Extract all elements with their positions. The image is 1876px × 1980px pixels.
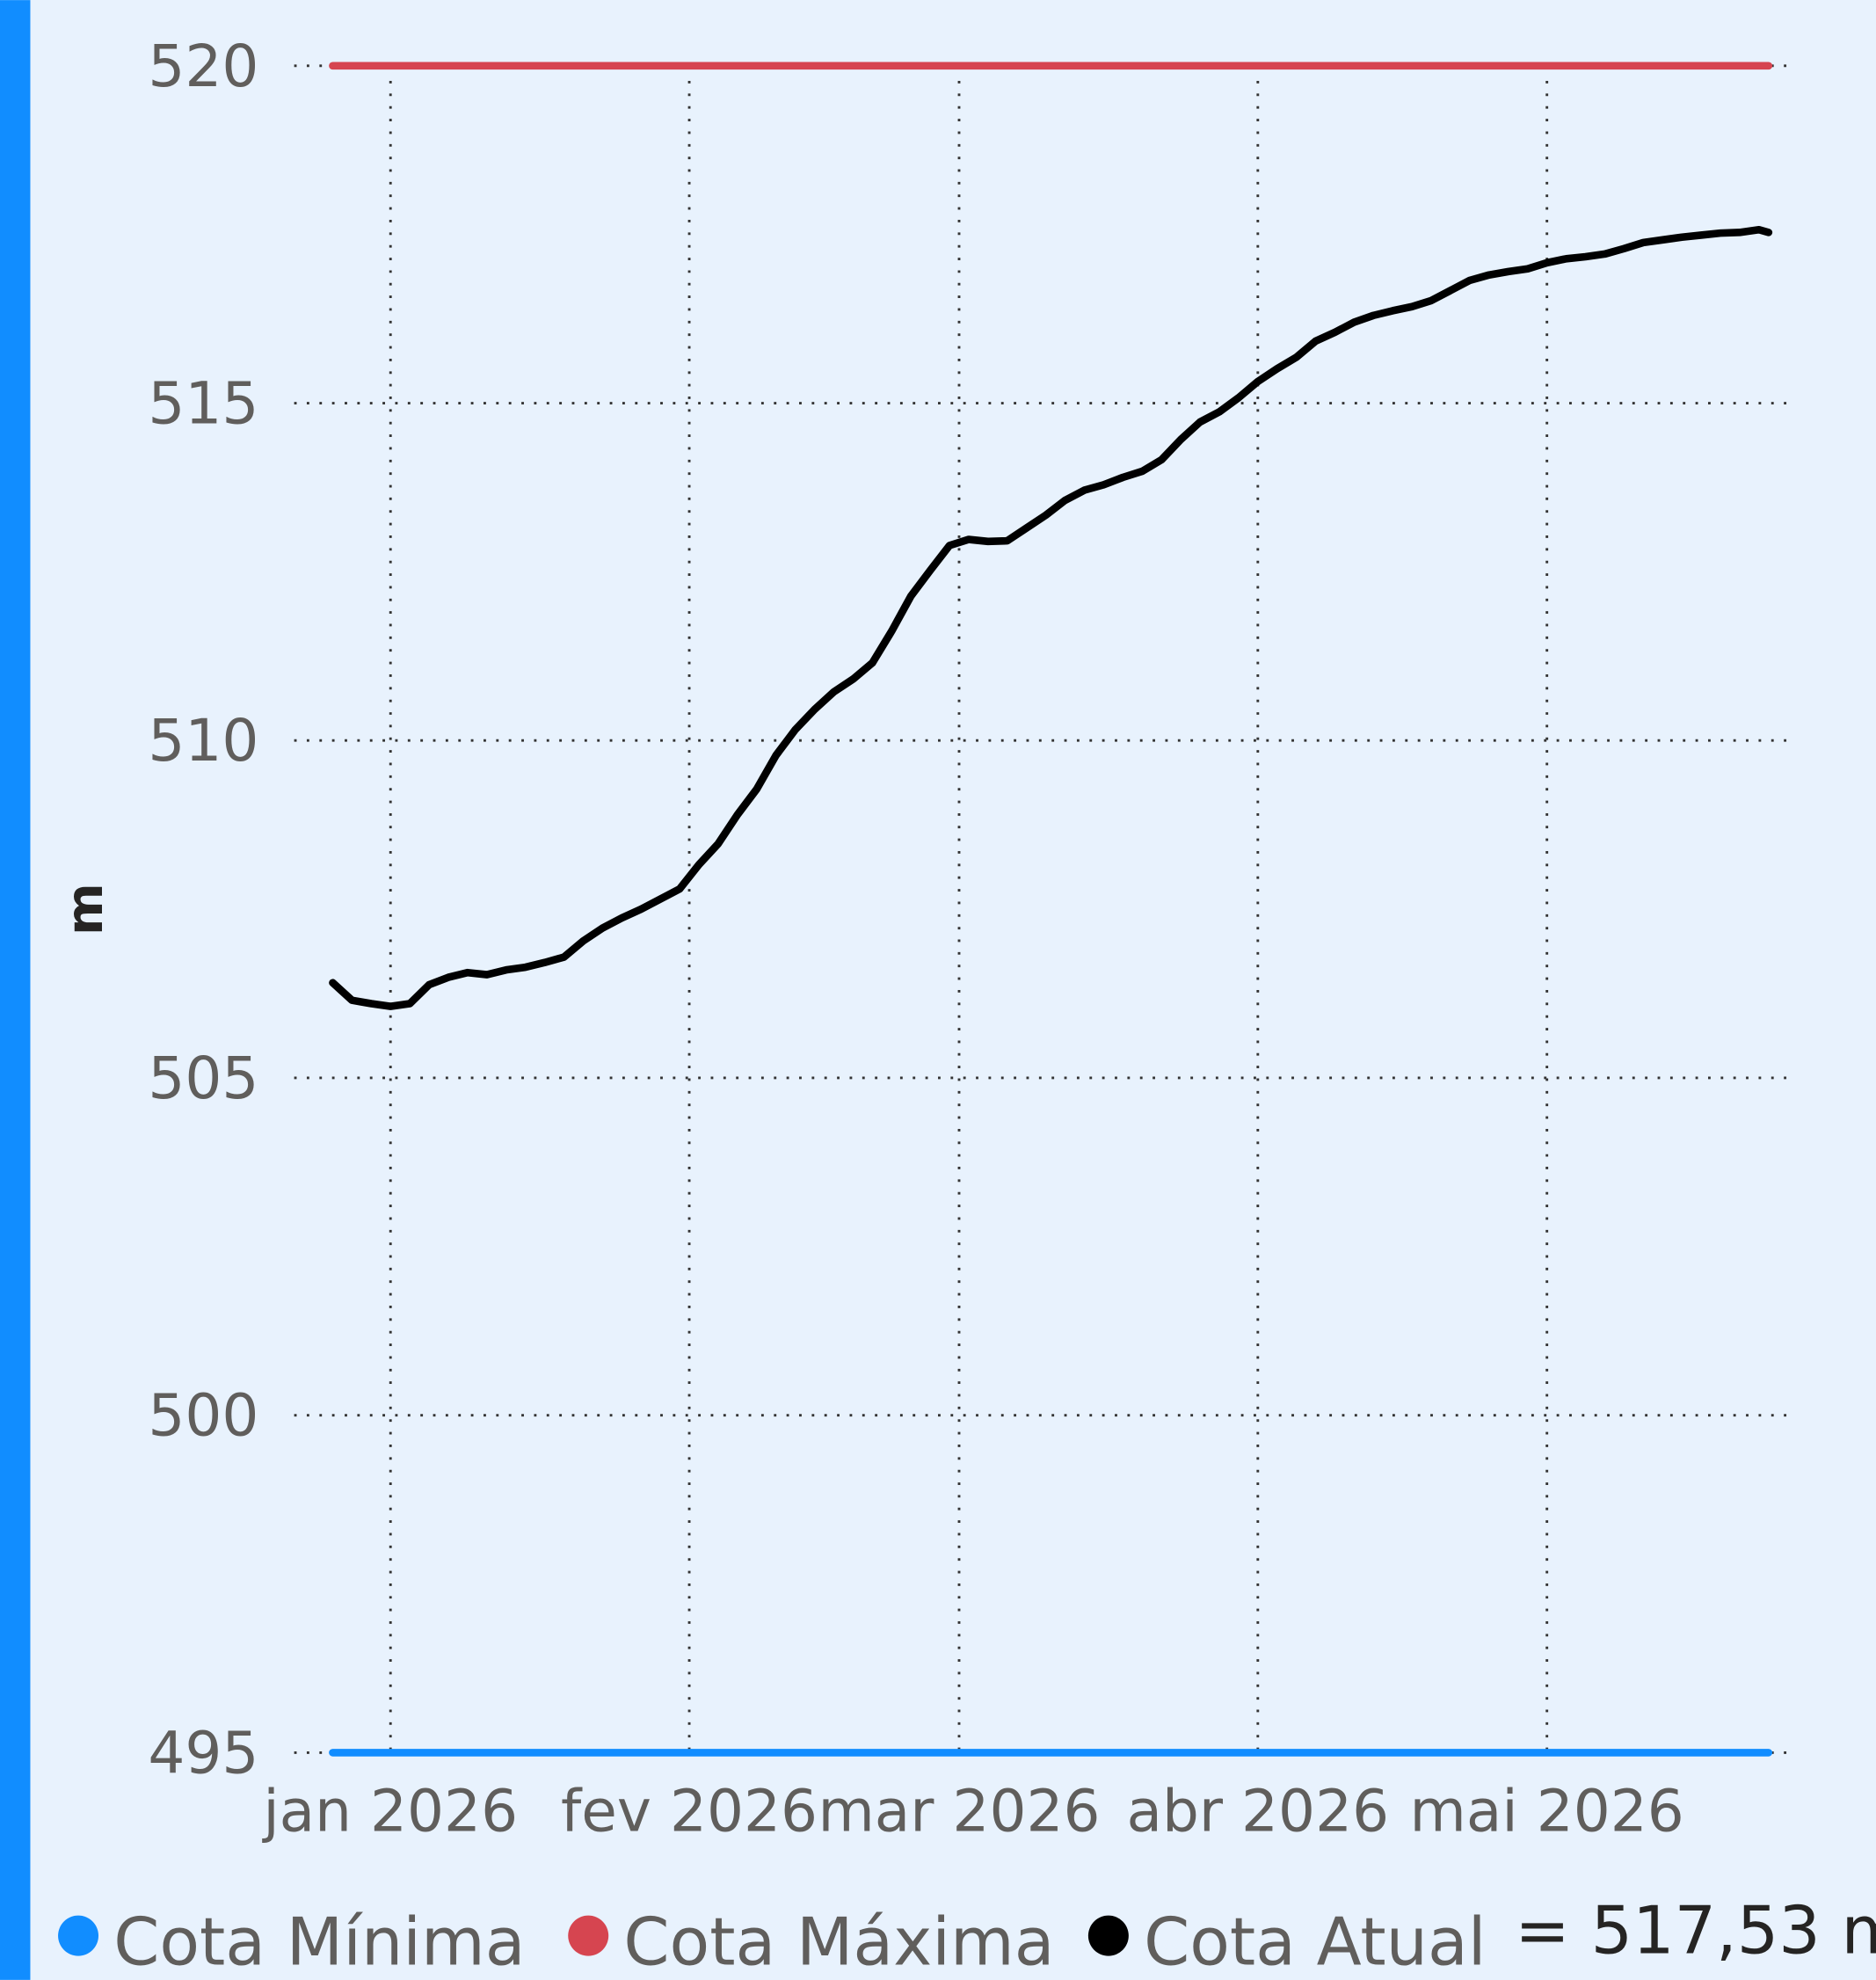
y-tick-label: 495 bbox=[148, 1719, 258, 1787]
x-tick-label: mar 2026 bbox=[818, 1777, 1100, 1845]
legend-label: Cota Máxima bbox=[623, 1904, 1054, 1980]
y-tick-label: 520 bbox=[148, 33, 258, 100]
y-tick-label: 515 bbox=[148, 369, 258, 437]
legend-marker bbox=[1087, 1915, 1129, 1956]
side-stripe bbox=[0, 0, 31, 1980]
series-line bbox=[329, 225, 1773, 1010]
y-tick-label: 510 bbox=[148, 707, 258, 775]
x-tick-label: jan 2026 bbox=[261, 1777, 518, 1845]
current-value-annotation: = 517,53 m bbox=[1515, 1893, 1876, 1969]
legend-label: Cota Atual bbox=[1144, 1904, 1486, 1980]
y-tick-label: 505 bbox=[148, 1045, 258, 1112]
x-tick-label: abr 2026 bbox=[1126, 1777, 1389, 1845]
plot-area: 495 500 505 510 515 520 jan 2026 fev 2026 mar 20… bbox=[148, 33, 1793, 1845]
x-tick-label: fev 2026 bbox=[561, 1777, 818, 1845]
legend-marker bbox=[568, 1915, 609, 1956]
y-axis-label: m bbox=[55, 883, 114, 935]
y-tick-label: 500 bbox=[148, 1382, 258, 1450]
legend-marker bbox=[58, 1915, 99, 1956]
legend-label: Cota Mínima bbox=[113, 1904, 525, 1980]
x-tick-label: mai 2026 bbox=[1410, 1777, 1684, 1845]
